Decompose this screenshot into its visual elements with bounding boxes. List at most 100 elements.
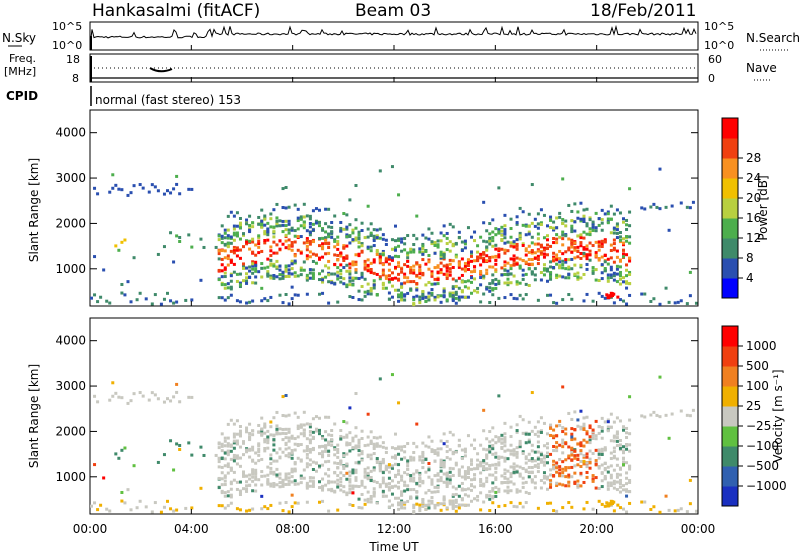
velocity-cell <box>369 475 373 479</box>
velocity-cell <box>570 435 574 439</box>
velocity-cell <box>576 418 580 422</box>
velocity-cell <box>172 509 176 513</box>
power-cell <box>591 269 595 273</box>
velocity-cell <box>457 469 461 473</box>
velocity-cell <box>238 493 242 497</box>
velocity-cell <box>546 501 549 505</box>
power-cell <box>251 221 255 225</box>
power-cell <box>324 264 328 268</box>
velocity-cell <box>506 448 510 452</box>
power-cell <box>318 208 321 212</box>
power-cell <box>561 263 565 267</box>
power-cell <box>606 257 610 261</box>
velocity-cell <box>603 446 607 450</box>
velocity-cell <box>503 449 507 453</box>
power-cell <box>357 289 361 293</box>
power-cell <box>615 222 619 226</box>
power-cell <box>582 272 586 276</box>
velocity-cell <box>457 438 461 442</box>
velocity-cell <box>263 422 267 426</box>
velocity-cell <box>609 457 613 461</box>
velocity-cell <box>369 457 373 461</box>
power-cell <box>226 228 230 232</box>
power-cell <box>536 262 540 266</box>
velocity-cell <box>260 429 264 433</box>
power-cell <box>403 236 407 240</box>
power-cell <box>533 278 537 282</box>
velocity-cell <box>278 501 282 505</box>
velocity-cell <box>381 489 385 493</box>
velocity-cell <box>573 454 577 458</box>
colorbar-segment <box>722 366 738 387</box>
power-cell <box>628 235 632 239</box>
power-cell <box>290 228 294 232</box>
velocity-cell <box>506 480 510 484</box>
power-cell <box>406 280 410 284</box>
velocity-cell <box>445 444 449 448</box>
velocity-cell <box>348 431 352 435</box>
velocity-cell <box>509 425 513 429</box>
power-cell <box>552 257 556 261</box>
power-cell <box>451 291 455 295</box>
power-cell <box>281 223 285 227</box>
velocity-cell <box>500 455 504 459</box>
power-cell <box>375 293 379 297</box>
power-cell <box>600 221 604 225</box>
velocity-cell <box>542 481 546 485</box>
velocity-cell <box>305 484 309 488</box>
velocity-cell <box>618 490 622 494</box>
power-cell <box>570 297 574 301</box>
power-cell <box>442 287 446 291</box>
power-cell <box>138 291 142 295</box>
velocity-cell <box>132 464 136 468</box>
power-cell <box>527 244 531 248</box>
power-cell <box>542 273 546 277</box>
power-cell <box>509 267 513 271</box>
power-cell <box>573 241 577 245</box>
power-cell <box>588 227 592 231</box>
power-cell <box>311 276 315 280</box>
power-cell <box>299 235 303 239</box>
power-cell <box>217 257 221 261</box>
velocity-cell <box>555 484 559 488</box>
velocity-cell <box>573 449 577 453</box>
velocity-cell <box>585 475 589 479</box>
power-cell <box>238 237 242 241</box>
power-cell <box>293 261 297 265</box>
power-cell <box>342 212 346 216</box>
power-cell <box>235 234 239 238</box>
power-cell <box>588 233 592 237</box>
velocity-cell <box>114 452 118 456</box>
power-cell <box>588 230 592 234</box>
velocity-cell <box>248 473 252 477</box>
colorbar-segment <box>722 326 738 347</box>
power-cell <box>497 249 501 253</box>
velocity-cell <box>515 450 519 454</box>
power-cell <box>622 241 625 245</box>
velocity-cell <box>533 432 537 436</box>
power-cell <box>430 274 434 278</box>
power-cell <box>223 236 227 240</box>
velocity-cell <box>269 470 273 474</box>
velocity-cell <box>509 443 513 447</box>
velocity-cell <box>439 476 443 480</box>
power-cell <box>628 259 632 263</box>
velocity-cell <box>561 474 565 478</box>
velocity-cell <box>397 507 401 511</box>
power-cell <box>126 193 130 197</box>
velocity-cell <box>375 436 379 440</box>
velocity-cell <box>281 484 285 488</box>
velocity-cell <box>436 472 440 476</box>
power-cell <box>272 262 276 266</box>
power-cell <box>284 224 288 228</box>
velocity-cell <box>597 487 601 491</box>
power-cell <box>372 258 376 262</box>
velocity-cell <box>470 484 473 488</box>
velocity-cell <box>585 452 589 456</box>
power-cell <box>509 227 513 231</box>
velocity-cell <box>226 442 230 446</box>
velocity-cell <box>333 446 337 450</box>
velocity-cell <box>582 480 586 484</box>
velocity-cell <box>406 488 410 492</box>
power-cell <box>245 242 249 246</box>
